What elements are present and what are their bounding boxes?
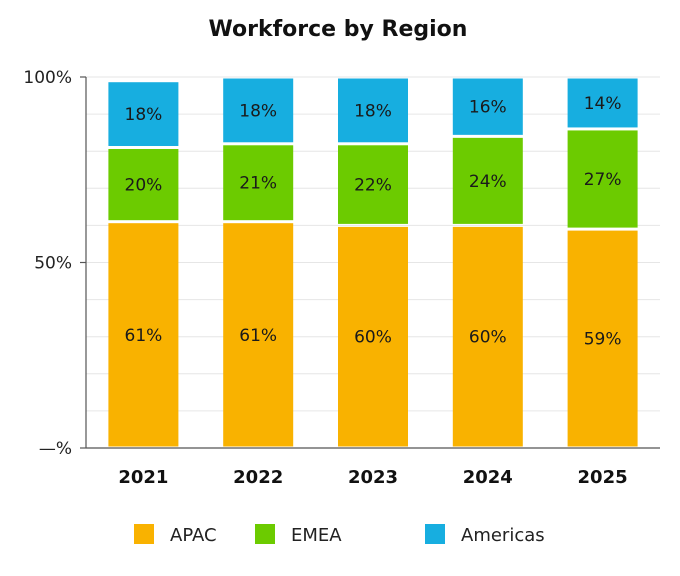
- bars: [108, 78, 638, 447]
- bar-segment-americas-2025: [567, 78, 638, 128]
- bar-segment-emea-2021: [108, 148, 179, 221]
- x-tick-label: 2021: [118, 467, 168, 488]
- legend-swatch-apac: [134, 524, 154, 544]
- x-tick-label: 2025: [578, 467, 628, 488]
- data-label: 22%: [354, 176, 392, 196]
- bar-segment-emea-2022: [223, 145, 294, 221]
- bar-segment-emea-2024: [452, 137, 523, 224]
- data-label: 24%: [469, 172, 507, 192]
- bar-segment-apac-2021: [108, 223, 179, 447]
- data-label: 59%: [584, 330, 622, 350]
- data-label: 20%: [125, 176, 163, 196]
- bar-segment-americas-2023: [338, 78, 408, 143]
- data-label: 60%: [469, 328, 507, 348]
- bar-segment-americas-2021: [108, 82, 179, 146]
- data-label: 18%: [354, 101, 392, 121]
- data-label: 60%: [354, 328, 392, 348]
- data-label: 27%: [584, 170, 622, 190]
- bar-segment-apac-2024: [452, 226, 523, 447]
- data-label: 18%: [125, 105, 163, 125]
- bar-segment-emea-2025: [567, 130, 638, 228]
- x-tick-label: 2023: [348, 467, 398, 488]
- axes: [80, 76, 660, 449]
- x-tick-labels: 2021 2022 2023 2024 2025: [118, 467, 627, 488]
- data-label: 21%: [239, 174, 277, 194]
- legend-label-apac: APAC: [170, 525, 217, 546]
- data-label: 61%: [239, 326, 277, 346]
- legend-label-americas: Americas: [461, 525, 545, 546]
- legend-label-emea: EMEA: [291, 525, 342, 546]
- chart-title: Workforce by Region: [209, 17, 468, 42]
- data-label: 14%: [584, 94, 622, 114]
- legend: APAC EMEA Americas: [134, 524, 545, 546]
- data-label: 61%: [125, 326, 163, 346]
- bar-segment-emea-2023: [338, 145, 408, 224]
- y-tick-label: 100%: [23, 68, 72, 88]
- bar-segment-apac-2022: [223, 223, 294, 447]
- bar-segment-apac-2023: [338, 226, 408, 447]
- bar-segment-americas-2022: [223, 78, 294, 143]
- data-label: 16%: [469, 98, 507, 118]
- data-labels: 61% 20% 18% 61% 21% 18% 60% 22% 18% 60% 24% 16% 59% 2…: [125, 94, 622, 350]
- x-tick-label: 2022: [233, 467, 283, 488]
- legend-swatch-americas: [425, 524, 445, 544]
- y-tick-label: 50%: [34, 254, 72, 274]
- x-tick-label: 2024: [463, 467, 513, 488]
- bar-segment-americas-2024: [452, 78, 523, 135]
- data-label: 18%: [239, 101, 277, 121]
- bar-segment-apac-2025: [567, 230, 638, 447]
- y-tick-label: —%: [39, 439, 72, 459]
- y-tick-labels: —% 50% 100%: [23, 68, 72, 459]
- legend-swatch-emea: [255, 524, 275, 544]
